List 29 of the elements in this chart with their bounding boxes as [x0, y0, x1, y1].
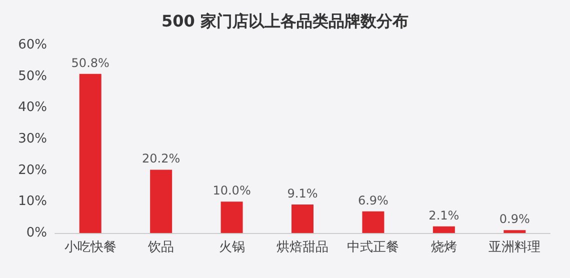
x-tick-label: 亚洲料理: [488, 240, 541, 255]
y-tick-label: 10%: [18, 194, 47, 210]
bar: [504, 230, 526, 233]
y-tick-label: 50%: [18, 68, 47, 84]
y-tick-label: 60%: [18, 38, 47, 52]
data-label: 0.9%: [499, 212, 530, 226]
data-label: 20.2%: [142, 152, 180, 166]
bar: [150, 170, 172, 233]
bar: [362, 211, 384, 233]
x-tick-label: 火锅: [218, 240, 245, 255]
data-label: 10.0%: [212, 184, 251, 198]
data-label: 2.1%: [428, 208, 460, 222]
y-tick-label: 30%: [18, 132, 47, 146]
bar: [292, 204, 314, 233]
x-tick-label: 小吃快餐: [64, 240, 116, 255]
x-tick-label: 中式正餐: [347, 240, 400, 255]
bar: [79, 74, 102, 233]
y-tick-label: 40%: [18, 100, 47, 116]
data-label: 50.8%: [71, 56, 110, 70]
bar: [220, 202, 243, 233]
x-tick-label: 烧烤: [430, 240, 457, 255]
chart-title: 500 家门店以上各品类品牌数分布: [162, 12, 408, 30]
bar: [432, 226, 455, 233]
x-tick-label: 烘焙甜品: [276, 240, 328, 255]
data-label: 9.1%: [287, 186, 318, 200]
y-tick-label: 20%: [18, 162, 47, 178]
data-label: 6.9%: [358, 193, 388, 208]
y-tick-label: 0%: [26, 226, 47, 240]
x-tick-label: 饮品: [147, 240, 174, 255]
